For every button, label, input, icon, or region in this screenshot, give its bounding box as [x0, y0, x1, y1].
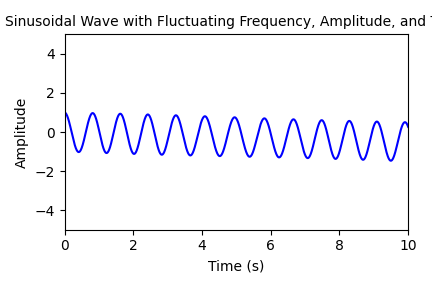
Y-axis label: Amplitude: Amplitude [15, 96, 29, 168]
Title: Sinusoidal Wave with Fluctuating Frequency, Amplitude, and Trend: Sinusoidal Wave with Fluctuating Frequen… [5, 15, 432, 29]
X-axis label: Time (s): Time (s) [208, 259, 265, 273]
